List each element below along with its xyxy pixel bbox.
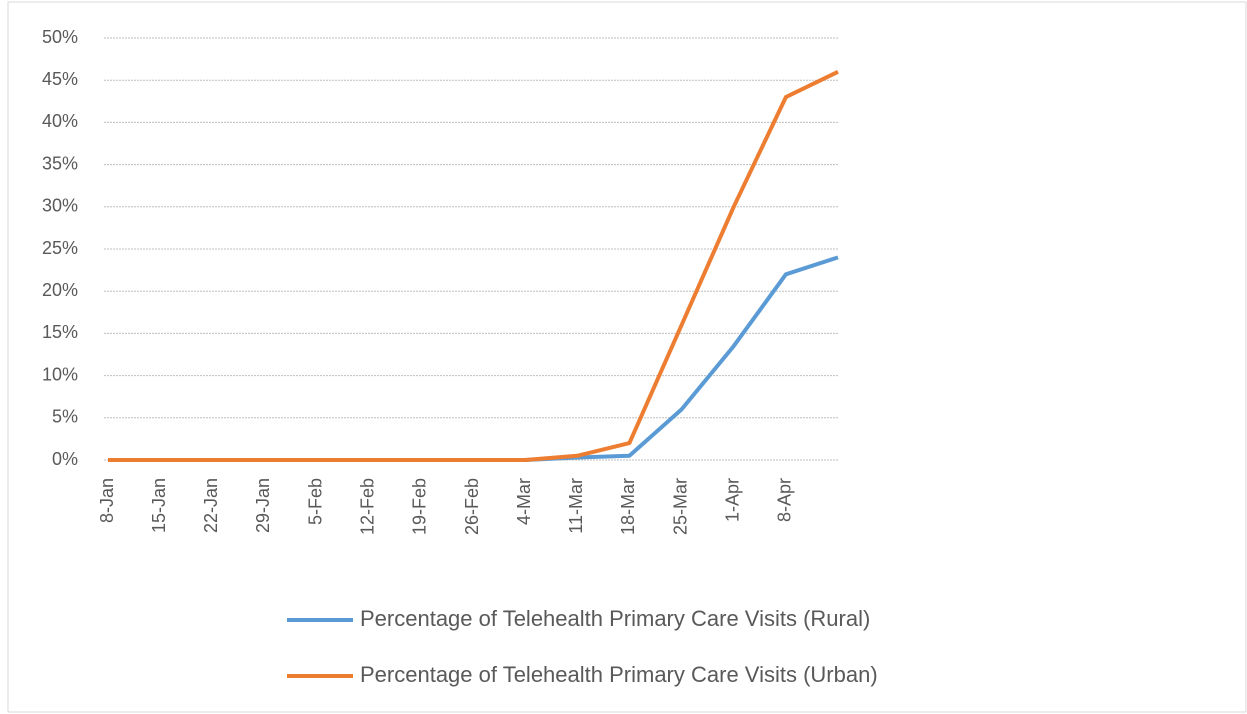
x-tick-label: 11-Mar: [566, 478, 586, 534]
legend-label: Percentage of Telehealth Primary Care Vi…: [360, 662, 878, 687]
y-tick-label: 40%: [42, 111, 78, 131]
x-tick-label: 4-Mar: [514, 478, 534, 525]
x-tick-label: 1-Apr: [722, 478, 742, 522]
x-tick-label: 5-Feb: [305, 478, 325, 525]
x-tick-label: 8-Jan: [97, 478, 117, 523]
y-tick-label: 0%: [52, 449, 78, 469]
data-line: [108, 70, 839, 462]
y-tick-label: 50%: [42, 27, 78, 47]
chart-border: [7, 1, 1247, 713]
x-tick-label: 25-Mar: [670, 478, 690, 535]
x-tick-label: 12-Feb: [357, 478, 377, 535]
data-line: [108, 255, 839, 462]
x-tick-label: 26-Feb: [462, 478, 482, 535]
x-tick-label: 19-Feb: [410, 478, 430, 535]
y-tick-label: 5%: [52, 407, 78, 427]
y-tick-label: 30%: [42, 196, 78, 216]
y-tick-label: 25%: [42, 238, 78, 258]
x-tick-label: 18-Mar: [618, 478, 638, 535]
y-tick-label: 45%: [42, 69, 78, 89]
x-tick-label: 22-Jan: [201, 478, 221, 533]
x-tick-label: 8-Apr: [775, 478, 795, 522]
legend-label: Percentage of Telehealth Primary Care Vi…: [360, 606, 870, 631]
y-tick-label: 15%: [42, 322, 78, 342]
x-tick-label: 15-Jan: [149, 478, 169, 533]
x-tick-label: 29-Jan: [253, 478, 273, 533]
y-tick-label: 20%: [42, 280, 78, 300]
y-tick-label: 35%: [42, 153, 78, 173]
y-tick-label: 10%: [42, 364, 78, 384]
